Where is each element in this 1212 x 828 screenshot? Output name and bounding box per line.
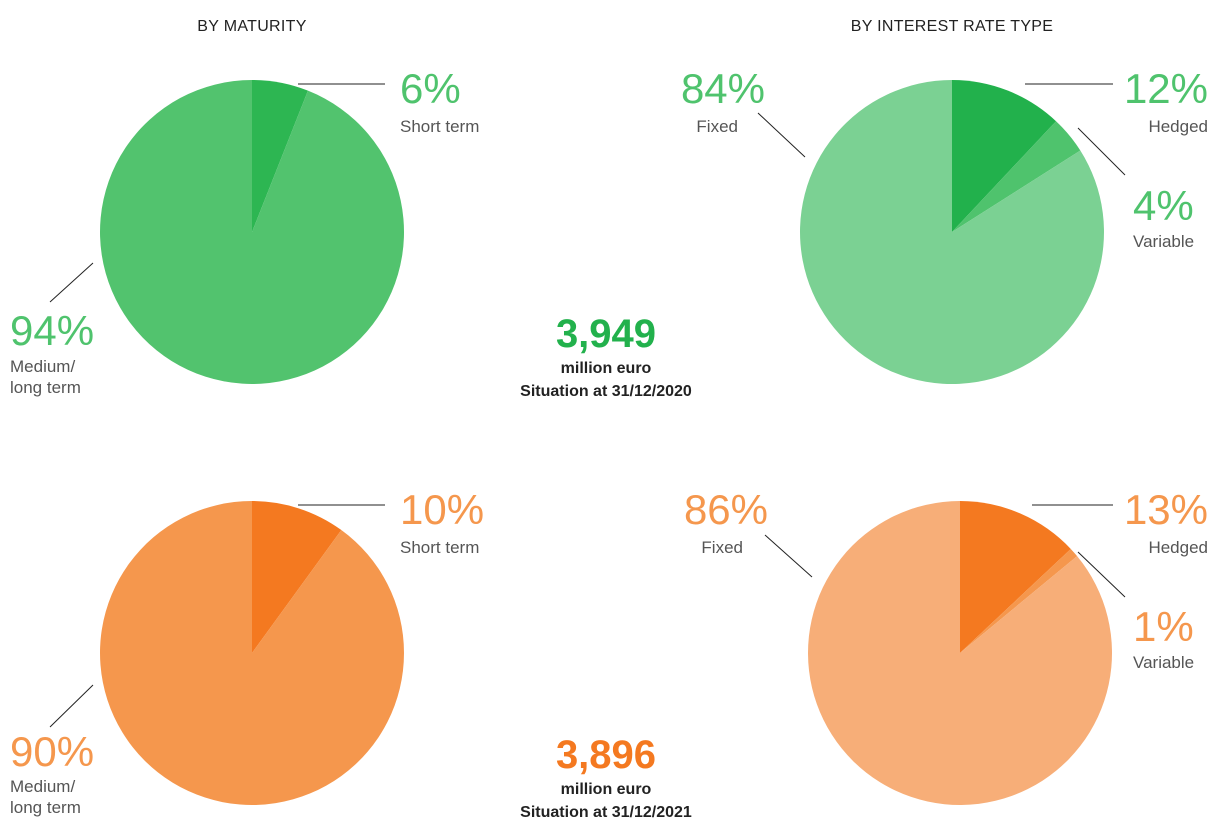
category-label: Hedged xyxy=(1148,538,1208,557)
header: BY INTEREST RATE TYPE xyxy=(850,18,1054,35)
pie-slice xyxy=(800,80,1104,384)
leader-line xyxy=(764,534,813,578)
value-label: 12% xyxy=(1123,65,1208,112)
category-label: Short term xyxy=(400,117,480,136)
pie-slice xyxy=(100,80,405,384)
pie-slice xyxy=(252,80,308,232)
category-label: Fixed xyxy=(696,117,738,136)
pie-slice xyxy=(952,121,1081,232)
total-amount: 3,896 xyxy=(555,733,657,777)
value-label: 13% xyxy=(1123,486,1208,533)
value-label: 90% xyxy=(10,728,95,775)
total-date: Situation at 31/12/2021 xyxy=(520,804,692,821)
total-unit: million euro xyxy=(560,781,652,798)
leader-line xyxy=(49,262,94,303)
category-label: Variable xyxy=(1133,653,1195,672)
value-label: 4% xyxy=(1133,182,1194,229)
leader-line xyxy=(49,684,94,728)
category-label: Medium/ long term xyxy=(10,357,81,398)
category-label: Medium/ long term xyxy=(10,777,81,818)
value-label: 6% xyxy=(400,65,461,112)
pie-slice xyxy=(960,501,1071,653)
pie-slice xyxy=(99,501,404,806)
value-label: 10% xyxy=(400,486,485,533)
pie-slice xyxy=(807,501,1112,806)
leader-line xyxy=(1077,127,1126,176)
total-amount: 3,949 xyxy=(555,312,657,356)
value-label: 86% xyxy=(683,486,768,533)
total-date: Situation at 31/12/2020 xyxy=(520,383,692,400)
value-label: 1% xyxy=(1133,603,1194,650)
category-label: Short term xyxy=(400,538,480,557)
pie-slice xyxy=(952,80,1057,232)
pie-slice xyxy=(960,548,1078,653)
category-label: Fixed xyxy=(701,538,743,557)
category-label: Hedged xyxy=(1148,117,1208,136)
value-label: 94% xyxy=(10,307,95,354)
leader-line xyxy=(757,112,806,158)
value-label: 84% xyxy=(680,65,765,112)
category-label: Variable xyxy=(1133,232,1195,251)
total-unit: million euro xyxy=(560,360,652,377)
leader-line xyxy=(1077,551,1126,598)
header: BY MATURITY xyxy=(197,18,307,35)
pie-slice xyxy=(252,501,342,653)
